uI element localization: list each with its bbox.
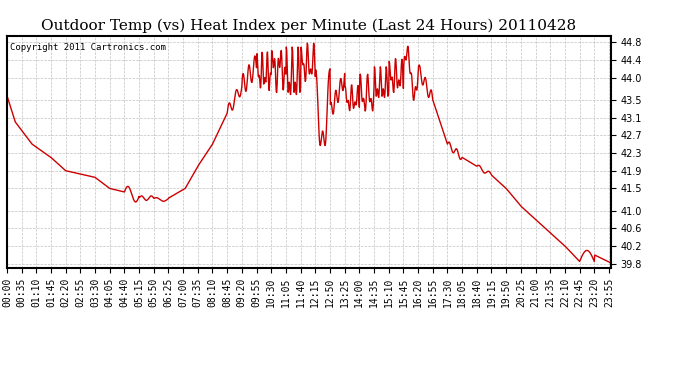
Title: Outdoor Temp (vs) Heat Index per Minute (Last 24 Hours) 20110428: Outdoor Temp (vs) Heat Index per Minute … [41,19,576,33]
Text: Copyright 2011 Cartronics.com: Copyright 2011 Cartronics.com [10,43,166,52]
